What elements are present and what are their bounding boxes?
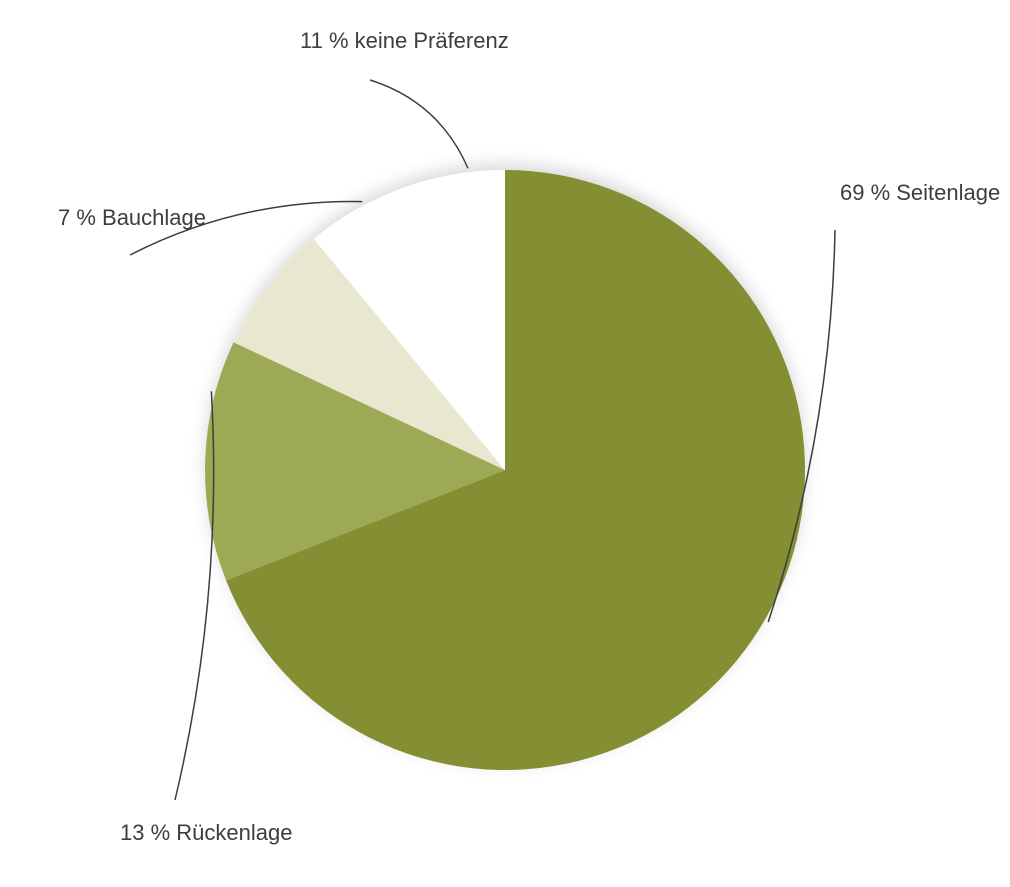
label-rueckenlage: 13 % Rückenlage	[120, 820, 292, 845]
label-keine-praeferenz: 11 % keine Präferenz	[300, 28, 509, 53]
label-bauchlage: 7 % Bauchlage	[58, 205, 206, 230]
leader-keine-praeferenz	[370, 80, 468, 168]
label-seitenlage: 69 % Seitenlage	[840, 180, 1000, 205]
pie-chart: 69 % Seitenlage 13 % Rückenlage 7 % Bauchl…	[0, 0, 1010, 887]
